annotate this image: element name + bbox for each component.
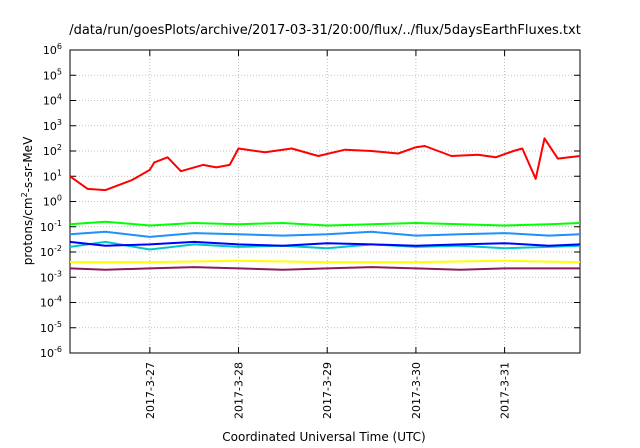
y-tick-base: 10 bbox=[43, 170, 57, 183]
y-tick-base: 10 bbox=[40, 271, 54, 284]
series-line-1 bbox=[69, 137, 581, 192]
series-line-7 bbox=[69, 266, 580, 271]
y-tick-label: 106 bbox=[43, 42, 62, 57]
y-axis-label-sup: 2 bbox=[20, 192, 29, 197]
y-tick-label: 103 bbox=[43, 118, 62, 133]
y-tick-exponent: 1 bbox=[57, 168, 62, 177]
y-tick-base: 10 bbox=[43, 69, 57, 82]
y-tick-base: 10 bbox=[43, 145, 57, 158]
y-tick-base: 10 bbox=[40, 347, 54, 360]
y-tick-label: 10-4 bbox=[40, 295, 62, 310]
y-tick-base: 10 bbox=[40, 297, 54, 310]
y-tick-base: 10 bbox=[43, 196, 57, 209]
x-tick-label: 2017-3-27 bbox=[144, 362, 157, 419]
data-series bbox=[69, 137, 581, 271]
series-line-5 bbox=[69, 240, 581, 247]
y-tick-exponent: 5 bbox=[57, 67, 62, 76]
y-tick-label: 104 bbox=[43, 93, 62, 108]
y-tick-label: 10-3 bbox=[40, 269, 62, 284]
series-line-3 bbox=[69, 230, 581, 238]
y-tick-exponent: 0 bbox=[57, 194, 62, 203]
y-tick-exponent: -3 bbox=[54, 269, 62, 278]
y-tick-label: 10-5 bbox=[40, 320, 62, 335]
y-tick-base: 10 bbox=[40, 322, 54, 335]
y-tick-exponent: -2 bbox=[54, 244, 62, 253]
x-axis-ticks: 2017-3-27 2017-3-28 2017-3-29 2017-3-30 2017… bbox=[144, 50, 512, 419]
y-tick-exponent: 6 bbox=[57, 42, 62, 51]
y-tick-exponent: 2 bbox=[57, 143, 62, 152]
y-tick-label: 10-1 bbox=[40, 219, 62, 234]
y-tick-exponent: -6 bbox=[54, 345, 62, 354]
y-axis-label: protons/cm2-s-sr-MeV bbox=[20, 136, 35, 265]
series-line-4 bbox=[69, 240, 581, 251]
y-tick-exponent: -5 bbox=[54, 320, 62, 329]
y-tick-label: 105 bbox=[43, 67, 62, 82]
x-tick-label: 2017-3-28 bbox=[233, 362, 246, 419]
y-axis-ticks: 10610510410310210110010-110-210-310-410-… bbox=[40, 42, 580, 360]
x-tick-label: 2017-3-29 bbox=[321, 362, 334, 419]
y-axis-label-rest: -s-sr-MeV bbox=[21, 136, 35, 192]
series-line-2 bbox=[69, 220, 581, 227]
y-tick-label: 10-2 bbox=[40, 244, 62, 259]
x-axis-label: Coordinated Universal Time (UTC) bbox=[222, 430, 425, 444]
y-axis-label-base: protons/cm bbox=[21, 197, 35, 265]
y-tick-base: 10 bbox=[43, 44, 57, 57]
x-tick-label: 2017-3-30 bbox=[410, 362, 423, 419]
y-tick-base: 10 bbox=[43, 120, 57, 133]
y-tick-label: 10-6 bbox=[40, 345, 62, 360]
y-tick-label: 100 bbox=[43, 194, 62, 209]
y-tick-exponent: -4 bbox=[54, 295, 62, 304]
y-tick-exponent: 4 bbox=[57, 93, 62, 102]
y-tick-exponent: 3 bbox=[57, 118, 62, 127]
chart-title: /data/run/goesPlots/archive/2017-03-31/2… bbox=[69, 23, 581, 38]
x-tick-label: 2017-3-31 bbox=[499, 362, 512, 419]
grid-lines bbox=[70, 50, 580, 353]
series-line-6 bbox=[70, 259, 581, 264]
y-tick-base: 10 bbox=[40, 246, 54, 259]
y-tick-label: 102 bbox=[43, 143, 62, 158]
y-tick-exponent: -1 bbox=[54, 219, 62, 228]
y-tick-label: 101 bbox=[43, 168, 62, 183]
y-tick-base: 10 bbox=[43, 95, 57, 108]
y-tick-base: 10 bbox=[40, 221, 54, 234]
